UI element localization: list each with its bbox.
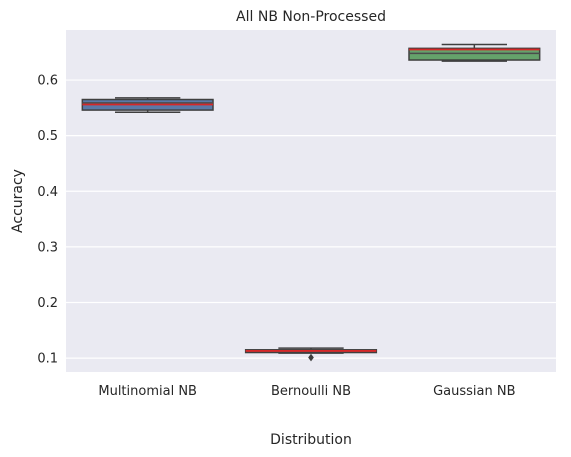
box-group <box>81 97 214 114</box>
x-axis-label: Distribution <box>270 432 352 448</box>
y-tick-label: 0.2 <box>37 296 58 311</box>
y-tick-label: 0.6 <box>37 74 58 89</box>
grid <box>66 79 556 359</box>
x-tick-label: Bernoulli NB <box>271 384 351 399</box>
y-tick-label: 0.3 <box>37 240 58 255</box>
outlier-point <box>308 353 314 362</box>
chart-title: All NB Non-Processed <box>236 9 386 25</box>
y-axis-label: Accuracy <box>10 169 26 233</box>
plot-area <box>66 30 556 372</box>
y-tick-label: 0.1 <box>37 352 58 367</box>
box-group <box>408 43 541 62</box>
boxes <box>81 43 541 362</box>
x-tick-label: Multinomial NB <box>98 384 197 399</box>
y-tick-label: 0.4 <box>37 185 58 200</box>
box-group <box>244 347 378 362</box>
y-tick-label: 0.5 <box>37 129 58 144</box>
box-body <box>408 47 541 61</box>
ticks: 0.1 0.2 0.3 0.4 0.5 0.6 Multinomial NB Bernoull… <box>37 74 515 399</box>
x-tick-label: Gaussian NB <box>433 384 515 399</box>
